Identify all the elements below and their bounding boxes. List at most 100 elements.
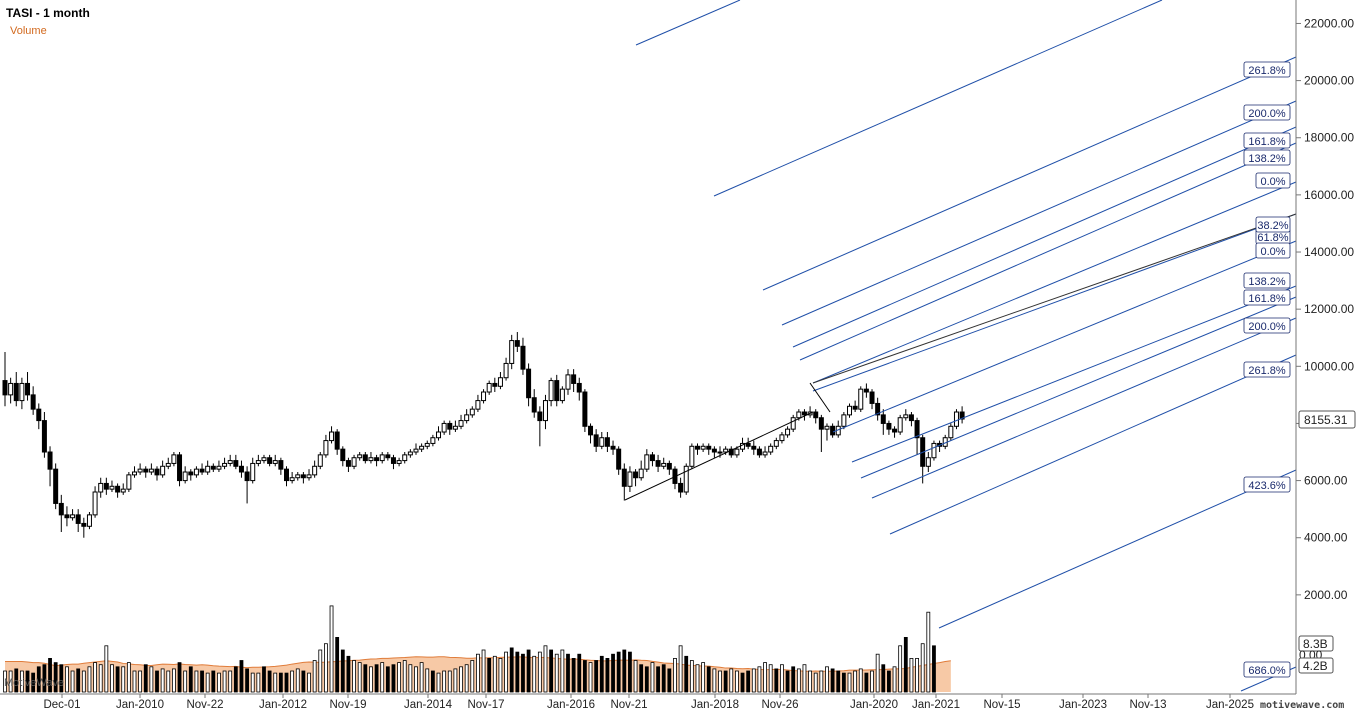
volume-bar [402, 660, 407, 693]
fib-label: 161.8% [1248, 136, 1286, 148]
candle-up [509, 340, 515, 364]
candle-down [633, 471, 639, 479]
volume-bar [301, 670, 306, 693]
candle-up [160, 465, 166, 476]
volume-bar [487, 658, 492, 693]
fib-channel-line[interactable] [812, 181, 1297, 384]
volume-bar [588, 662, 593, 693]
candle-down [863, 388, 869, 393]
pitchfork-pivot-leg[interactable] [809, 382, 831, 413]
candle-down [233, 460, 239, 467]
median-line[interactable] [812, 213, 1297, 384]
candle-up [497, 377, 503, 387]
candle-up [329, 431, 335, 442]
candle-down [694, 445, 700, 450]
fib-channel-line[interactable] [938, 469, 1297, 629]
candle-up [790, 417, 796, 430]
volume-bar [430, 670, 435, 693]
candle-up [171, 454, 177, 464]
pitchfork-lines[interactable] [635, 0, 1297, 692]
volume-mid-box [1298, 657, 1334, 674]
candle-down [711, 448, 717, 453]
candle-down [390, 457, 396, 464]
candle-down [115, 485, 121, 493]
candle-up [723, 448, 729, 453]
fib-channel-line[interactable] [762, 56, 1297, 291]
candle-down [199, 468, 205, 473]
fib-label-box [1243, 61, 1291, 78]
volume-bar [115, 666, 120, 693]
candle-up [953, 411, 959, 427]
volume-bar [492, 655, 497, 693]
candle-down [284, 468, 289, 482]
volume-bar [295, 668, 300, 693]
candle-up [306, 474, 312, 479]
candle-up [717, 451, 723, 454]
fib-channel-line[interactable] [832, 240, 1297, 433]
volume-bar [14, 668, 19, 693]
fib-label-box [1243, 661, 1291, 678]
volume-bar [656, 666, 660, 693]
fib-label: 138.2% [1248, 153, 1286, 165]
fib-channel-line[interactable] [860, 296, 1297, 479]
fib-label: 686.0% [1248, 665, 1286, 677]
candle-down [81, 522, 87, 527]
candle-up [481, 391, 487, 402]
y-tick-label: 4000.00 [1304, 531, 1348, 545]
volume-bar [312, 660, 317, 693]
volume-bar [138, 670, 143, 693]
volume-bar [3, 670, 7, 693]
candle-down [374, 457, 380, 462]
volume-bar [768, 664, 773, 693]
candle-down [75, 514, 81, 524]
median-trend-line-lower[interactable] [624, 411, 814, 501]
candle-down [385, 454, 391, 459]
volume-bar [746, 670, 751, 693]
volume-bar [324, 643, 328, 693]
fib-channel-line[interactable] [851, 285, 1297, 463]
candle-up [897, 417, 903, 433]
candle-up [644, 454, 650, 470]
fib-label-box [1243, 272, 1291, 289]
trend-lines[interactable] [624, 213, 1297, 501]
volume-bar [616, 651, 621, 693]
volume-bar [813, 672, 818, 693]
volume-bar [200, 670, 204, 693]
candle-up [548, 380, 554, 402]
volume-bar [132, 670, 137, 693]
volume-bar [222, 670, 227, 693]
candle-down [914, 420, 920, 439]
fib-channel-line[interactable] [812, 213, 1297, 392]
volume-bar [537, 651, 542, 693]
candle-up [165, 462, 171, 467]
fib-channel-line[interactable] [792, 126, 1297, 348]
candle-up [559, 388, 565, 402]
candle-down [813, 411, 819, 419]
axes [0, 0, 1297, 695]
volume-bar [532, 655, 537, 693]
candle-down [880, 414, 886, 424]
fib-channel-line[interactable] [635, 0, 741, 46]
fib-channel-line[interactable] [713, 0, 1163, 197]
candle-down [492, 382, 498, 387]
volume-bar [380, 662, 385, 693]
candle-up [779, 434, 785, 442]
candle-up [503, 362, 509, 379]
fib-channel-line[interactable] [781, 100, 1297, 326]
candle-up [661, 462, 667, 467]
fib-channel-line[interactable] [889, 354, 1297, 535]
volume-bar [442, 670, 447, 693]
volume-bar [689, 660, 694, 693]
volume-bar [706, 666, 711, 693]
fib-channel-line[interactable] [799, 142, 1297, 361]
candle-down [210, 465, 216, 470]
y-tick-label: 22000.00 [1304, 16, 1354, 30]
volume-bar [673, 658, 677, 693]
candle-down [537, 411, 543, 422]
candle-up [222, 462, 228, 467]
candle-up [931, 442, 937, 459]
volume-bar [385, 666, 390, 693]
fib-channel-line[interactable] [871, 317, 1297, 499]
candle-down [278, 460, 284, 470]
